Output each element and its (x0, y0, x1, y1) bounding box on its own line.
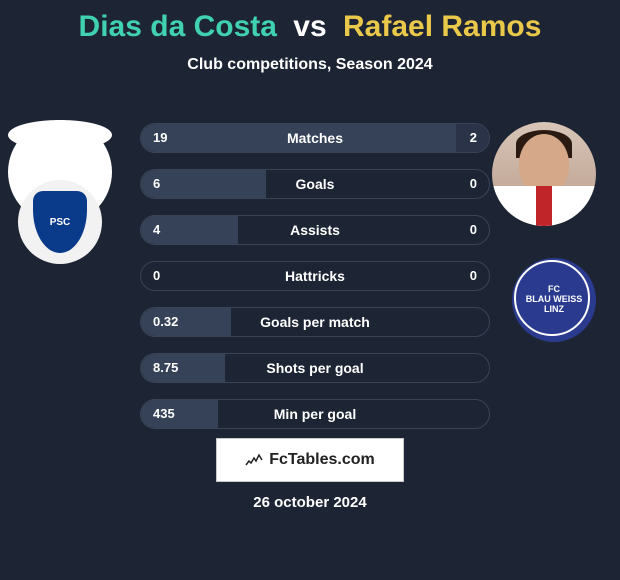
player2-name: Rafael Ramos (343, 10, 541, 43)
stat-label: Goals (141, 170, 489, 198)
footer-brand-box: FcTables.com (216, 438, 404, 482)
comparison-title: Dias da Costa vs Rafael Ramos (0, 0, 620, 44)
subtitle: Club competitions, Season 2024 (0, 56, 620, 74)
vs-separator: vs (293, 10, 326, 43)
stat-label: Shots per goal (141, 354, 489, 382)
stats-area: 192Matches 60Goals 40Assists 00Hattricks 0.3… (140, 123, 490, 445)
stat-row: 435Min per goal (140, 399, 490, 429)
stat-row: 192Matches (140, 123, 490, 153)
stat-row: 8.75Shots per goal (140, 353, 490, 383)
stat-label: Hattricks (141, 262, 489, 290)
player1-name: Dias da Costa (79, 10, 277, 43)
brand-wave-icon (245, 452, 263, 469)
stat-label: Assists (141, 216, 489, 244)
player1-club-text: PSC (50, 217, 71, 228)
player2-avatar (492, 122, 596, 226)
stat-row: 40Assists (140, 215, 490, 245)
footer-date: 26 october 2024 (0, 494, 620, 511)
stat-label: Goals per match (141, 308, 489, 336)
stat-label: Matches (141, 124, 489, 152)
stat-row: 0.32Goals per match (140, 307, 490, 337)
player2-club-badge: FC BLAU WEISS LINZ (512, 258, 596, 342)
stat-row: 00Hattricks (140, 261, 490, 291)
player1-club-badge: PSC (18, 180, 102, 264)
stat-label: Min per goal (141, 400, 489, 428)
stat-row: 60Goals (140, 169, 490, 199)
footer-brand-text: FcTables.com (269, 451, 375, 469)
club-shield-icon: PSC (33, 191, 87, 253)
